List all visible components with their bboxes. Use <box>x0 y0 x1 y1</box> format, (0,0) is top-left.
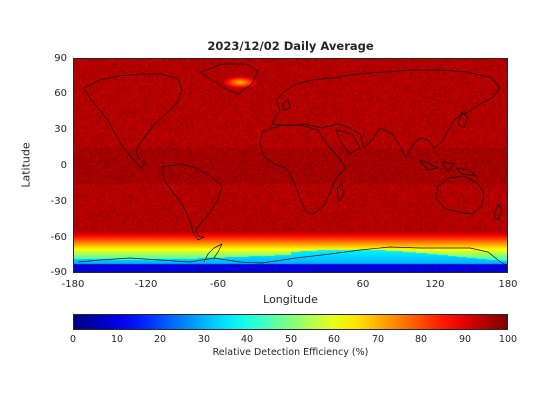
colorbar <box>73 314 508 330</box>
map-frame <box>73 58 508 273</box>
colorbar-tick-label: 30 <box>197 334 211 345</box>
colorbar-tick-label: 40 <box>240 334 254 345</box>
x-tick-label: -120 <box>134 279 158 290</box>
colorbar-label: Relative Detection Efficiency (%) <box>212 347 369 358</box>
x-tick-label: 180 <box>498 279 518 290</box>
x-tick-label: 120 <box>425 279 445 290</box>
colorbar-tick-label: 100 <box>498 334 518 345</box>
colorbar-tick-label: 60 <box>327 334 341 345</box>
y-tick-label: 0 <box>60 160 67 171</box>
x-tick-label: -180 <box>61 279 85 290</box>
colorbar-tick-label: 50 <box>284 334 298 345</box>
colorbar-tick-label: 90 <box>458 334 472 345</box>
chart-title: 2023/12/02 Daily Average <box>207 39 374 53</box>
y-tick-label: 60 <box>54 88 67 99</box>
coastlines <box>77 63 508 267</box>
y-tick-label: -60 <box>50 232 67 243</box>
x-axis-label: Longitude <box>263 293 318 306</box>
colorbar-tick-label: 80 <box>414 334 428 345</box>
x-tick-label: 0 <box>286 279 294 290</box>
y-tick-label: -90 <box>50 267 67 278</box>
x-tick-label: 60 <box>356 279 370 290</box>
x-tick-label: -60 <box>209 279 227 290</box>
y-tick-label: 30 <box>54 124 67 135</box>
y-tick-label: -30 <box>50 196 67 207</box>
colorbar-tick-label: 0 <box>69 334 77 345</box>
colorbar-tick-label: 70 <box>371 334 385 345</box>
colorbar-tick-label: 20 <box>153 334 167 345</box>
y-tick-label: 90 <box>54 53 67 64</box>
efficiency-map <box>73 58 508 273</box>
colorbar-tick-label: 10 <box>110 334 124 345</box>
y-axis-label: Latitude <box>19 142 33 188</box>
